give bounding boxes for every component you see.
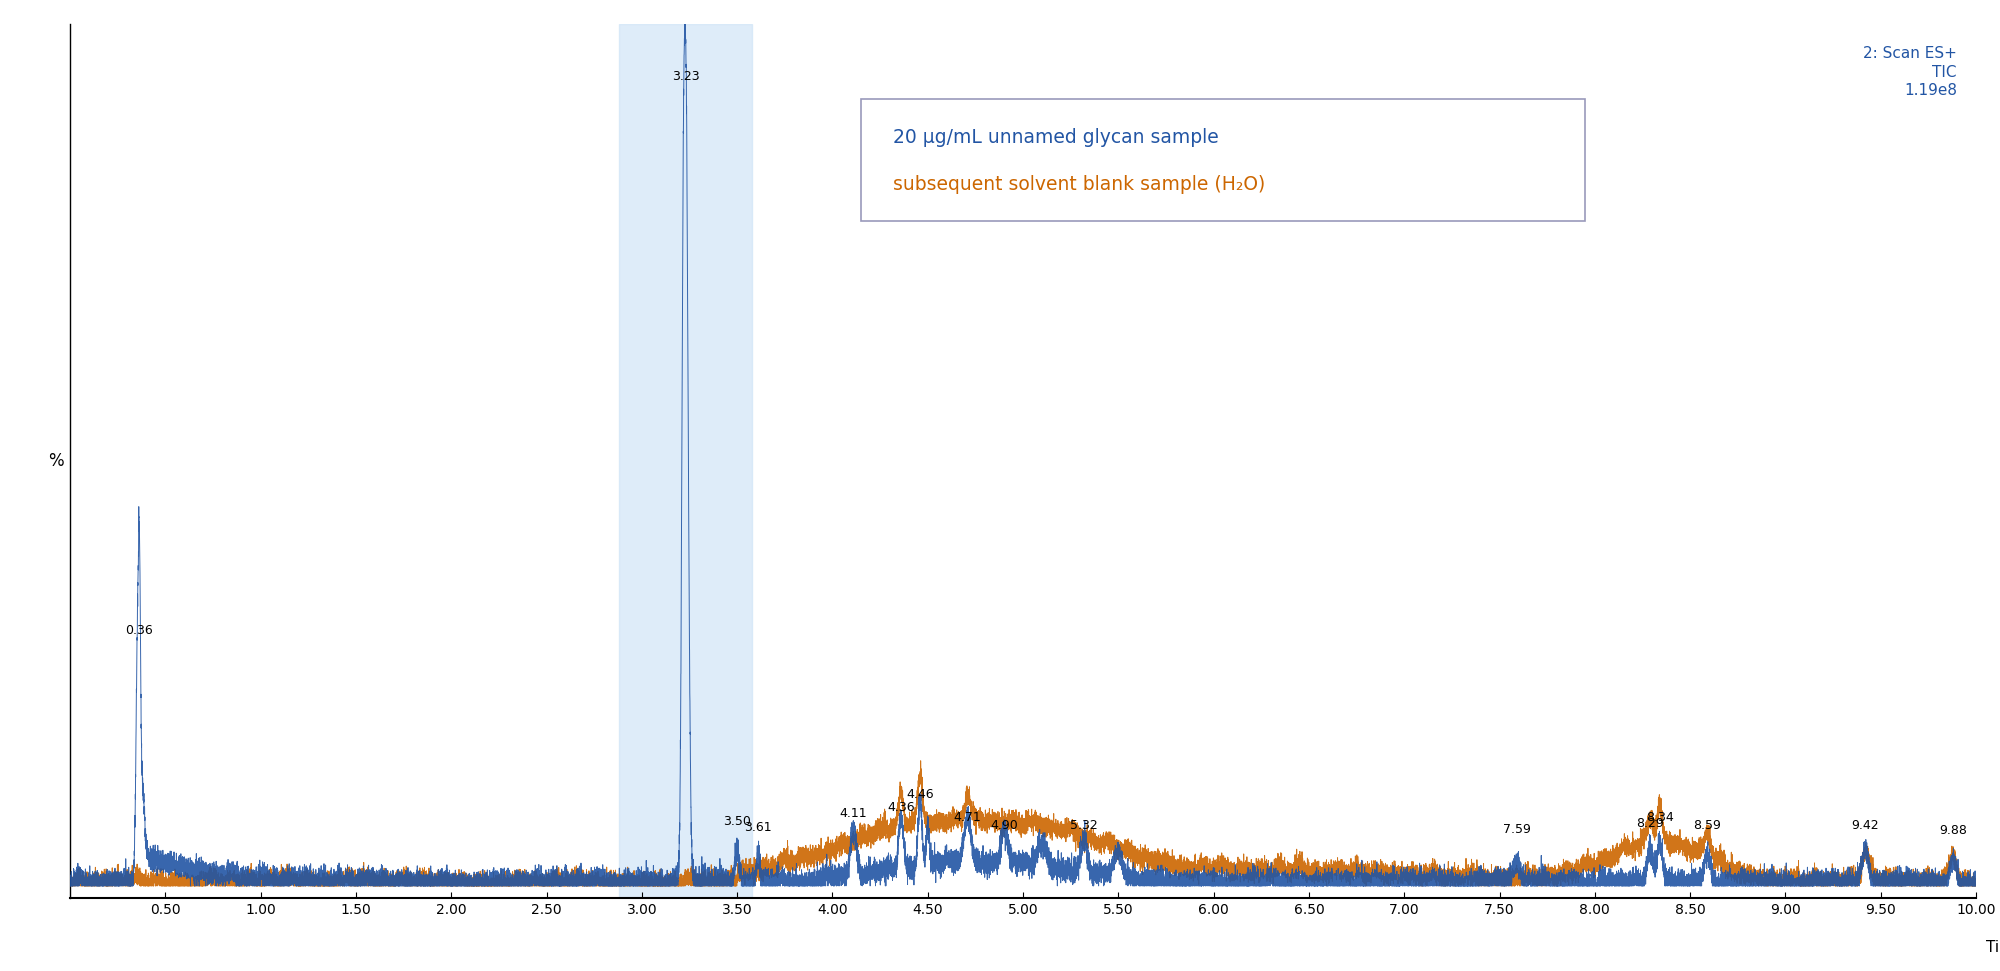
Text: 7.59: 7.59: [1502, 822, 1530, 836]
Text: 4.36: 4.36: [888, 801, 914, 814]
Text: 3.61: 3.61: [744, 821, 772, 834]
FancyBboxPatch shape: [860, 98, 1586, 220]
Text: 8.29: 8.29: [1636, 817, 1664, 830]
Text: 5.32: 5.32: [1070, 819, 1098, 832]
Text: 0.36: 0.36: [124, 624, 152, 637]
Text: 9.88: 9.88: [1940, 823, 1968, 837]
Y-axis label: %: %: [48, 452, 64, 470]
Text: 4.71: 4.71: [954, 811, 982, 823]
Text: 4.90: 4.90: [990, 819, 1018, 832]
Text: 8.34: 8.34: [1646, 811, 1674, 823]
Text: 3.50: 3.50: [724, 816, 752, 828]
Text: 4.46: 4.46: [906, 788, 934, 801]
Text: 2: Scan ES+
TIC
1.19e8: 2: Scan ES+ TIC 1.19e8: [1864, 46, 1956, 98]
Text: 20 µg/mL unnamed glycan sample: 20 µg/mL unnamed glycan sample: [894, 127, 1220, 147]
Text: Time: Time: [1986, 940, 2000, 955]
Text: 3.23: 3.23: [672, 70, 700, 84]
Text: 4.11: 4.11: [840, 807, 868, 820]
Text: subsequent solvent blank sample (H₂O): subsequent solvent blank sample (H₂O): [894, 175, 1266, 194]
Text: 9.42: 9.42: [1852, 819, 1880, 832]
Bar: [618, 24, 752, 898]
Text: 8.59: 8.59: [1694, 819, 1722, 832]
